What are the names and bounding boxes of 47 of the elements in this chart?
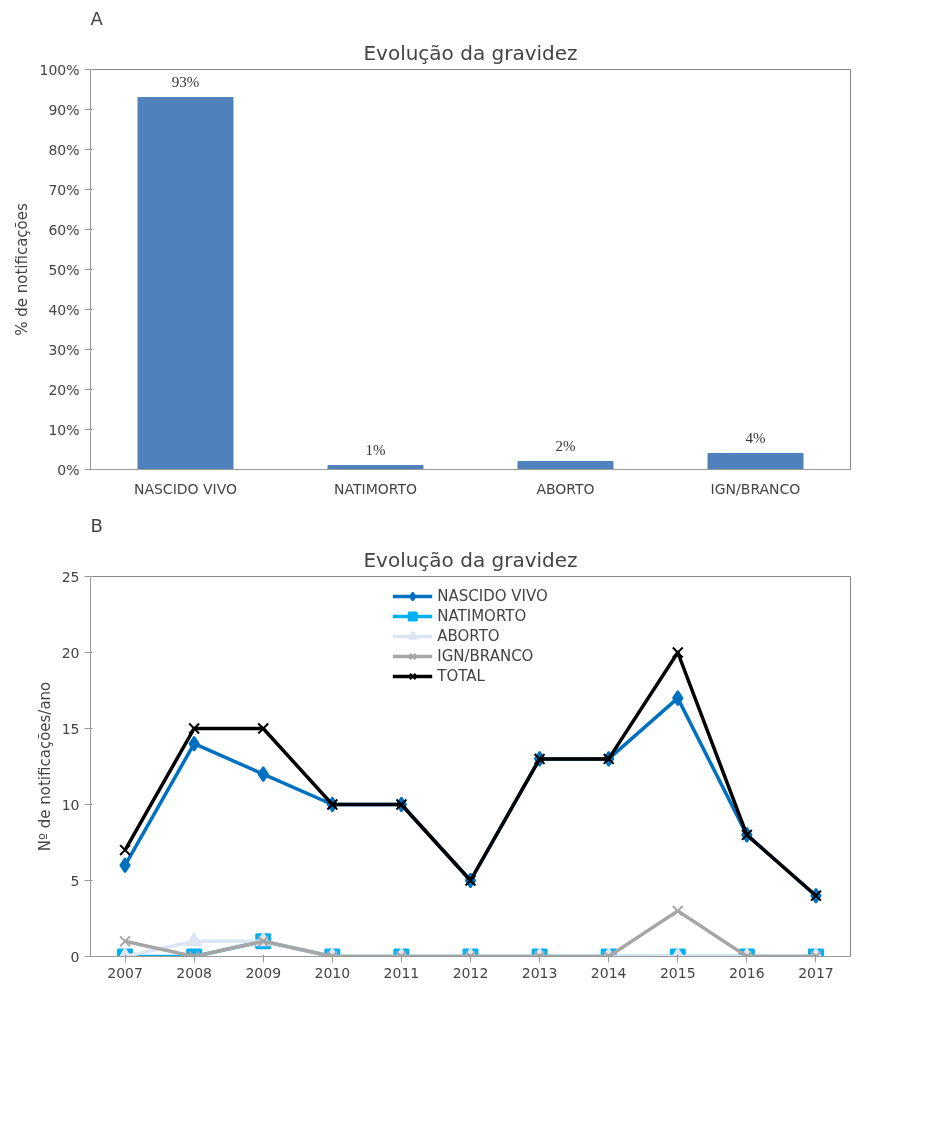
- x-tick-label: 2012: [452, 964, 489, 981]
- y-axis-title: % de notificações: [13, 203, 32, 336]
- x-tick-label: 2016: [729, 964, 765, 981]
- text: A: [90, 7, 104, 29]
- x-tick-label: 2009: [245, 964, 282, 981]
- y-tick-label: 40%: [48, 301, 80, 318]
- x-tick-label: NASCIDO VIVO: [133, 480, 238, 497]
- data-label: 2%: [555, 437, 576, 454]
- x-tick-label: ABORTO: [536, 480, 595, 497]
- x-tick-label: 2013: [521, 964, 558, 981]
- legend-label: ABORTO: [437, 627, 500, 645]
- y-tick-label: 50%: [48, 261, 80, 278]
- y-tick-label: 30%: [48, 341, 80, 358]
- y-tick-label: 15: [61, 720, 80, 737]
- y-tick-label: 60%: [48, 221, 80, 238]
- y-tick-label: 80%: [48, 141, 80, 158]
- data-label: 93%: [171, 73, 200, 90]
- legend-label: IGN/BRANCO: [437, 647, 534, 665]
- y-tick-label: 20: [61, 644, 80, 661]
- y-axis-title: Nº de notificações/ano: [35, 681, 54, 852]
- x-tick-label: IGN/BRANCO: [710, 480, 801, 497]
- text: B: [90, 514, 103, 536]
- x-tick-label: 2010: [314, 964, 351, 981]
- y-tick-label: 5: [70, 872, 80, 889]
- y-tick-label: 70%: [48, 181, 80, 198]
- x-tick-label: 2011: [383, 964, 420, 981]
- legend-label: NATIMORTO: [437, 607, 527, 625]
- y-tick-label: 20%: [48, 381, 80, 398]
- legend-label: TOTAL: [437, 667, 485, 685]
- x-tick-label: 2014: [590, 964, 627, 981]
- y-tick-label: 10: [61, 796, 80, 813]
- chart-title: Evolução da gravidez: [363, 40, 578, 65]
- x-tick-label: 2008: [176, 964, 212, 981]
- x-tick-label: NATIMORTO: [333, 480, 418, 497]
- data-label: 1%: [365, 441, 386, 458]
- x-tick-label: 2017: [798, 964, 834, 981]
- y-tick-label: 10%: [48, 421, 80, 438]
- x-tick-label: 2015: [659, 964, 696, 981]
- y-tick-label: 100%: [39, 61, 80, 78]
- y-tick-label: 90%: [48, 101, 80, 118]
- y-tick-label: 0: [70, 948, 80, 965]
- y-tick-label: 0%: [57, 461, 80, 478]
- legend-label: NASCIDO VIVO: [437, 587, 548, 605]
- data-label: 4%: [745, 429, 766, 446]
- x-tick-label: 2007: [107, 964, 143, 981]
- chart-title: Evolução da gravidez: [363, 547, 578, 572]
- y-tick-label: 25: [61, 568, 80, 585]
